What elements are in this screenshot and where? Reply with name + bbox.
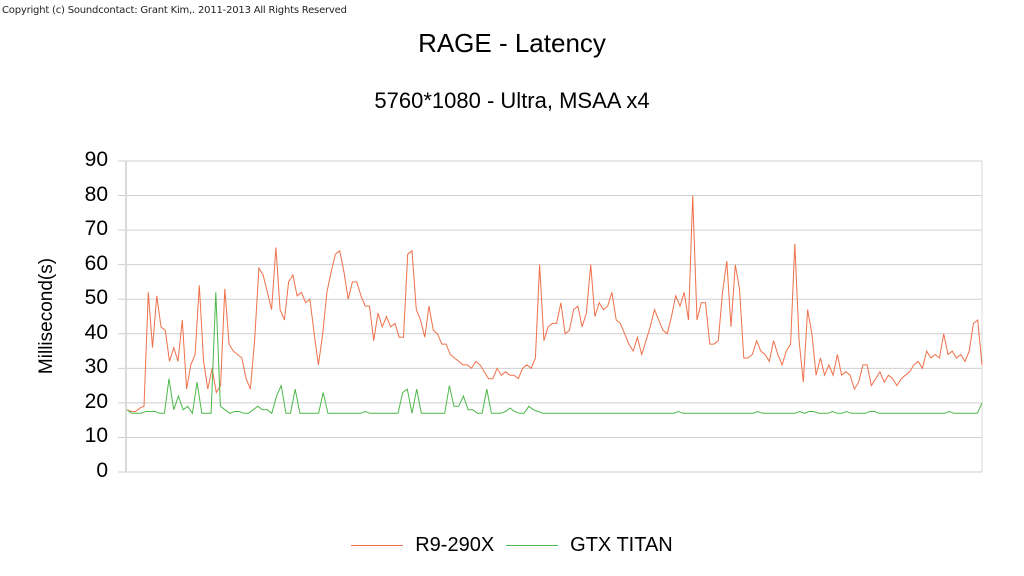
y-tick-label: 30 [84, 355, 108, 379]
copyright-notice: Copyright (c) Soundcontact: Grant Kim,. … [2, 5, 347, 16]
legend-label-r9-290x: R9-290X [415, 534, 495, 556]
chart-title: RAGE - Latency [418, 28, 606, 58]
gridlines [118, 160, 982, 473]
chart-subtitle: 5760*1080 - Ultra, MSAA x4 [374, 88, 650, 113]
series-line-gtx-titan [126, 292, 983, 415]
legend-label-gtx-titan: GTX TITAN [570, 534, 673, 556]
y-tick-label: 80 [84, 182, 108, 206]
legend-swatch-r9-290x [351, 545, 404, 546]
y-tick-label: 0 [96, 459, 108, 482]
y-tick-label: 50 [84, 286, 108, 310]
chart-legend: R9-290X GTX TITAN [0, 534, 1024, 557]
y-tick-label: 20 [84, 389, 108, 413]
y-tick-label: 40 [84, 320, 108, 344]
series-line-r9-290x [126, 195, 983, 412]
y-tick-label: 10 [84, 424, 108, 448]
legend-item-gtx-titan: GTX TITAN [506, 534, 673, 557]
legend-swatch-gtx-titan [506, 545, 559, 546]
y-tick-label: 90 [84, 148, 108, 171]
y-tick-label: 70 [84, 217, 108, 241]
legend-item-r9-290x: R9-290X [351, 534, 494, 557]
y-tick-label: 60 [84, 251, 108, 275]
